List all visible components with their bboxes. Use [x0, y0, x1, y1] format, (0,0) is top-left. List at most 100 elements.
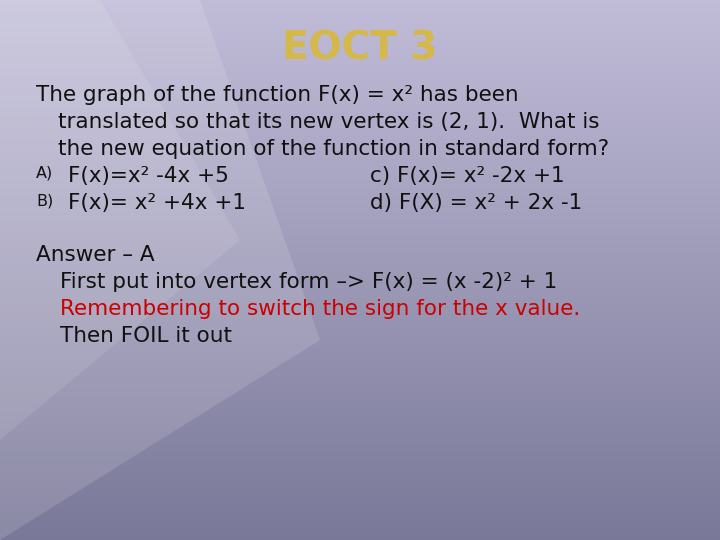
Bar	[0, 429, 720, 430]
Bar	[0, 347, 720, 348]
Bar	[0, 491, 720, 492]
Bar	[0, 7, 720, 8]
Bar	[0, 1, 720, 2]
Bar	[0, 153, 720, 154]
Bar	[0, 490, 720, 491]
Bar	[0, 119, 720, 120]
Bar	[0, 448, 720, 449]
Bar	[0, 411, 720, 412]
Bar	[0, 170, 720, 171]
Bar	[0, 249, 720, 250]
Bar	[0, 533, 720, 534]
Bar	[0, 232, 720, 233]
Bar	[0, 437, 720, 438]
Bar	[0, 355, 720, 356]
Bar	[0, 529, 720, 530]
Bar	[0, 89, 720, 90]
Bar	[0, 107, 720, 108]
Bar	[0, 475, 720, 476]
Bar	[0, 211, 720, 212]
Bar	[0, 400, 720, 401]
Bar	[0, 481, 720, 482]
Bar	[0, 51, 720, 52]
Bar	[0, 539, 720, 540]
Bar	[0, 440, 720, 441]
Bar	[0, 201, 720, 202]
Bar	[0, 385, 720, 386]
Bar	[0, 24, 720, 25]
Bar	[0, 406, 720, 407]
Bar	[0, 258, 720, 259]
Bar	[0, 95, 720, 96]
Bar	[0, 465, 720, 466]
Bar	[0, 525, 720, 526]
Bar	[0, 233, 720, 234]
Bar	[0, 414, 720, 415]
Bar	[0, 222, 720, 223]
Bar	[0, 317, 720, 318]
Bar	[0, 457, 720, 458]
Bar	[0, 367, 720, 368]
Bar	[0, 71, 720, 72]
Bar	[0, 47, 720, 48]
Bar	[0, 271, 720, 272]
Bar	[0, 324, 720, 325]
Bar	[0, 363, 720, 364]
Bar	[0, 478, 720, 479]
Bar	[0, 510, 720, 511]
Bar	[0, 403, 720, 404]
Bar	[0, 313, 720, 314]
Bar	[0, 54, 720, 55]
Bar	[0, 189, 720, 190]
Bar	[0, 32, 720, 33]
Bar	[0, 320, 720, 321]
Bar	[0, 422, 720, 423]
Bar	[0, 460, 720, 461]
Text: Remembering to switch the sign for the x value.: Remembering to switch the sign for the x…	[60, 299, 580, 319]
Bar	[0, 224, 720, 225]
Bar	[0, 282, 720, 283]
Bar	[0, 72, 720, 73]
Bar	[0, 154, 720, 155]
Bar	[0, 364, 720, 365]
Bar	[0, 93, 720, 94]
Bar	[0, 332, 720, 333]
Bar	[0, 519, 720, 520]
Bar	[0, 48, 720, 49]
Bar	[0, 163, 720, 164]
Bar	[0, 306, 720, 307]
Bar	[0, 103, 720, 104]
Bar	[0, 199, 720, 200]
Bar	[0, 378, 720, 379]
Bar	[0, 405, 720, 406]
Bar	[0, 289, 720, 290]
Bar	[0, 371, 720, 372]
Bar	[0, 325, 720, 326]
Bar	[0, 34, 720, 35]
Bar	[0, 186, 720, 187]
Bar	[0, 56, 720, 57]
Bar	[0, 253, 720, 254]
Bar	[0, 180, 720, 181]
Bar	[0, 29, 720, 30]
Bar	[0, 338, 720, 339]
Bar	[0, 102, 720, 103]
Bar	[0, 193, 720, 194]
Bar	[0, 203, 720, 204]
Bar	[0, 84, 720, 85]
Bar	[0, 228, 720, 229]
Text: Then FOIL it out: Then FOIL it out	[60, 326, 232, 346]
Bar	[0, 217, 720, 218]
Bar	[0, 190, 720, 191]
Bar	[0, 275, 720, 276]
Bar	[0, 194, 720, 195]
Bar	[0, 174, 720, 175]
Bar	[0, 226, 720, 227]
Bar	[0, 404, 720, 405]
Bar	[0, 463, 720, 464]
Bar	[0, 106, 720, 107]
Bar	[0, 372, 720, 373]
Bar	[0, 434, 720, 435]
Bar	[0, 255, 720, 256]
Bar	[0, 123, 720, 124]
